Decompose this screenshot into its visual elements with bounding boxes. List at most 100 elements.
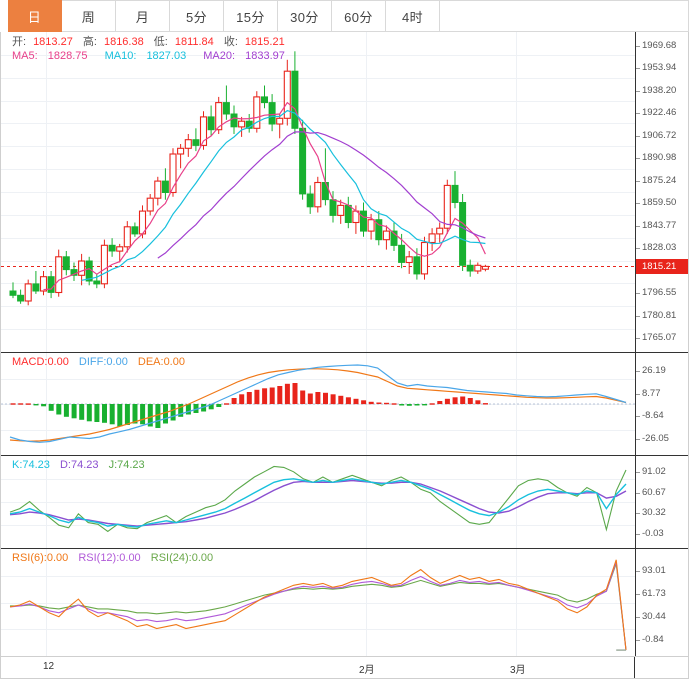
x-axis: 12 2月 3月 — [0, 657, 689, 679]
axis-label: 30.32 — [642, 507, 666, 518]
tab-month[interactable]: 月 — [116, 0, 170, 32]
close-label: 收: — [223, 36, 238, 48]
axis-label: -8.64 — [642, 410, 664, 421]
axis-tick — [636, 68, 640, 69]
tab-week[interactable]: 周 — [62, 0, 116, 32]
tabbar-left-spacer — [0, 0, 8, 32]
price-plot[interactable] — [1, 32, 635, 352]
axis-tick — [636, 594, 640, 595]
tab-30min[interactable]: 30分 — [278, 0, 332, 32]
axis-tick — [636, 293, 640, 294]
tab-day[interactable]: 日 — [8, 0, 62, 32]
ma5-value: 1828.75 — [47, 50, 88, 62]
ohlc-legend: 开: 1813.27 高: 1816.38 低: 1811.84 收: 1815.21 — [12, 36, 292, 49]
axis-label: 26.19 — [642, 365, 666, 376]
kdj-plot[interactable] — [1, 456, 635, 548]
high-value: 1816.38 — [103, 36, 144, 48]
axis-label: 1765.07 — [642, 332, 677, 343]
period-tabbar: 日 周 月 5分 15分 30分 60分 4时 — [0, 0, 689, 32]
axis-label: -0.03 — [642, 528, 664, 539]
low-label: 低: — [153, 36, 168, 48]
tabbar-filler — [440, 0, 689, 32]
axis-tick — [636, 493, 640, 494]
axis-tick — [636, 203, 640, 204]
axis-tick — [636, 248, 640, 249]
axis-label: 1796.55 — [642, 287, 677, 298]
price-panel[interactable]: 开: 1813.27 高: 1816.38 低: 1811.84 收: 1815.21 … — [1, 32, 688, 352]
axis-label: 91.02 — [642, 466, 666, 477]
dea-value: DEA:0.00 — [137, 356, 185, 368]
ma5-label: MA5: — [12, 50, 38, 62]
axis-label: 8.77 — [642, 388, 661, 399]
axis-tick — [636, 226, 640, 227]
rsi-plot[interactable] — [1, 549, 635, 656]
axis-tick — [636, 534, 640, 535]
tab-15min[interactable]: 15分 — [224, 0, 278, 32]
rsi24-value: RSI(24):0.00 — [150, 552, 214, 564]
macd-value: MACD:0.00 — [12, 356, 69, 368]
axis-label: 61.73 — [642, 588, 666, 599]
x-axis-label: 12 — [43, 661, 55, 672]
axis-tick — [636, 472, 640, 473]
rsi-panel[interactable]: RSI(6):0.00 RSI(12):0.00 RSI(24):0.00 93… — [1, 548, 688, 656]
axis-tick — [636, 617, 640, 618]
axis-label: 1969.68 — [642, 40, 677, 51]
x-axis-label: 2月 — [359, 665, 375, 676]
axis-tick — [636, 439, 640, 440]
open-label: 开: — [12, 36, 27, 48]
d-value: D:74.23 — [59, 459, 99, 471]
axis-label: -26.05 — [642, 433, 669, 444]
axis-label: 1828.03 — [642, 242, 677, 253]
axis-label: 1922.46 — [642, 107, 677, 118]
macd-axis: 26.19 8.77 -8.64 -26.05 — [635, 353, 688, 455]
axis-tick — [636, 91, 640, 92]
axis-tick — [636, 513, 640, 514]
axis-label: 1875.24 — [642, 175, 677, 186]
x-axis-label: 3月 — [510, 665, 526, 676]
j-value: J:74.23 — [108, 459, 145, 471]
rsi12-value: RSI(12):0.00 — [78, 552, 141, 564]
axis-label: -0.84 — [642, 634, 664, 645]
rsi6-value: RSI(6):0.00 — [12, 552, 69, 564]
tab-60min[interactable]: 60分 — [332, 0, 386, 32]
axis-label: 1938.20 — [642, 85, 677, 96]
ma20-label: MA20: — [203, 50, 236, 62]
low-value: 1811.84 — [174, 36, 214, 48]
axis-tick — [636, 416, 640, 417]
axis-label: 93.01 — [642, 565, 666, 576]
diff-value: DIFF:0.00 — [78, 356, 128, 368]
price-axis[interactable]: 1969.68 1953.94 1938.20 1922.46 1906.72 1890.… — [635, 32, 688, 352]
x-axis-corner — [634, 657, 688, 678]
axis-label: 1859.50 — [642, 197, 677, 208]
axis-tick — [636, 371, 640, 372]
kdj-panel[interactable]: K:74.23 D:74.23 J:74.23 91.02 60.67 30.32 -… — [1, 455, 688, 548]
macd-plot[interactable] — [1, 353, 635, 455]
high-label: 高: — [82, 36, 97, 48]
axis-label: 1906.72 — [642, 130, 677, 141]
axis-tick — [636, 136, 640, 137]
tab-5min[interactable]: 5分 — [170, 0, 224, 32]
axis-tick — [636, 640, 640, 641]
axis-label: 60.67 — [642, 487, 666, 498]
axis-tick — [636, 158, 640, 159]
rsi-axis: 93.01 61.73 30.44 -0.84 — [635, 549, 688, 656]
tab-4hour[interactable]: 4时 — [386, 0, 440, 32]
rsi-legend: RSI(6):0.00 RSI(12):0.00 RSI(24):0.00 — [12, 552, 220, 565]
current-price-badge: 1815.21 — [636, 259, 688, 274]
open-value: 1813.27 — [33, 36, 73, 48]
axis-label: 1780.81 — [642, 310, 677, 321]
axis-tick — [636, 316, 640, 317]
kdj-axis: 91.02 60.67 30.32 -0.03 — [635, 456, 688, 548]
axis-tick — [636, 181, 640, 182]
chart-frame: 开: 1813.27 高: 1816.38 低: 1811.84 收: 1815.21 … — [0, 32, 689, 657]
macd-panel[interactable]: MACD:0.00 DIFF:0.00 DEA:0.00 26.19 8.77 -8… — [1, 352, 688, 455]
axis-label: 30.44 — [642, 611, 666, 622]
axis-tick — [636, 394, 640, 395]
kdj-legend: K:74.23 D:74.23 J:74.23 — [12, 459, 152, 472]
ma-legend: MA5: 1828.75 MA10: 1827.03 MA20: 1833.97 — [12, 50, 299, 63]
axis-label: 1953.94 — [642, 62, 677, 73]
axis-label: 1890.98 — [642, 152, 677, 163]
axis-tick — [636, 46, 640, 47]
close-value: 1815.21 — [244, 36, 285, 48]
ma10-value: 1827.03 — [146, 50, 187, 62]
